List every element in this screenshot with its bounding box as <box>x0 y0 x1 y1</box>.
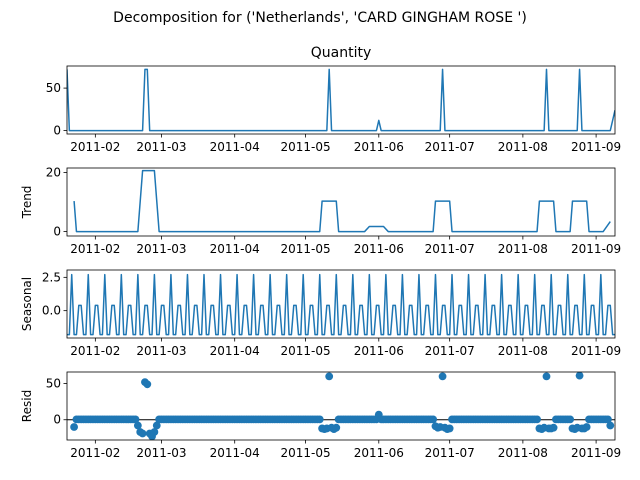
series-line-seasonal <box>67 273 615 336</box>
panel-observed: Quantity 0 50 2011-02 2011-03 2011-04 2011-05 2… <box>46 45 621 154</box>
x-tick-label: 2011-08 <box>498 140 548 154</box>
axes-frame <box>66 65 616 135</box>
resid-point <box>575 372 584 380</box>
x-tick-label: 2011-04 <box>210 140 260 154</box>
resid-point <box>438 372 447 381</box>
x-tick-label: 2011-08 <box>498 446 548 460</box>
data-layer <box>67 372 615 440</box>
y-tick-label: 2.5 <box>42 270 61 284</box>
x-tick-label: 2011-07 <box>425 140 475 154</box>
axes-frame <box>66 269 616 339</box>
x-tick-label: 2011-05 <box>280 140 330 154</box>
x-tick-label: 2011-08 <box>498 242 548 256</box>
y-axis-label: Resid <box>20 390 34 422</box>
x-tick-label: 2011-04 <box>210 446 260 460</box>
figure-suptitle: Decomposition for ('Netherlands', 'CARD … <box>113 10 527 26</box>
axes-frame <box>66 167 616 237</box>
x-tick-label: 2011-07 <box>425 344 475 358</box>
data-layer <box>73 169 611 233</box>
resid-point <box>315 415 324 424</box>
series-line-observed <box>67 68 615 132</box>
panels: Quantity 0 50 2011-02 2011-03 2011-04 2011-05 2… <box>20 45 621 460</box>
x-tick-label: 2011-05 <box>280 344 330 358</box>
x-tick-label: 2011-03 <box>136 344 186 358</box>
x-tick-label: 2011-07 <box>425 242 475 256</box>
y-tick-label: 0 <box>53 225 61 239</box>
y-axis-label: Seasonal <box>20 277 34 331</box>
resid-point <box>143 380 152 389</box>
x-tick-label: 2011-03 <box>136 242 186 256</box>
resid-point <box>429 415 438 424</box>
resid-point <box>325 372 334 381</box>
y-tick-label: 50 <box>46 377 61 391</box>
x-tick-label: 2011-06 <box>354 242 404 256</box>
resid-point <box>133 421 142 430</box>
resid-point <box>152 421 161 430</box>
x-tick-label: 2011-02 <box>70 344 120 358</box>
panel-resid: Resid 0 50 2011-02 2011-03 2011-04 2011-05 2011… <box>20 371 621 460</box>
data-layer <box>67 273 615 336</box>
resid-point <box>582 423 591 431</box>
x-tick-label: 2011-03 <box>136 140 186 154</box>
x-tick-label: 2011-02 <box>70 140 120 154</box>
resid-point <box>445 424 454 433</box>
resid-point <box>533 415 541 424</box>
y-tick-label: 20 <box>46 165 61 179</box>
x-tick-label: 2011-06 <box>354 140 404 154</box>
resid-point <box>566 415 575 424</box>
resid-point <box>549 423 558 432</box>
resid-point <box>138 429 147 438</box>
resid-point <box>70 423 78 431</box>
y-tick-label: 0 <box>53 124 61 138</box>
x-tick-label: 2011-05 <box>280 446 330 460</box>
data-layer <box>67 68 615 132</box>
resid-point <box>604 415 612 424</box>
x-tick-label: 2011-03 <box>136 446 186 460</box>
y-tick-label: 50 <box>46 81 61 95</box>
y-tick-label: 0.0 <box>42 304 61 318</box>
x-tick-label: 2011-04 <box>210 242 260 256</box>
panel-title: Quantity <box>311 45 372 61</box>
x-tick-label: 2011-02 <box>70 242 120 256</box>
resid-point <box>332 423 341 432</box>
x-tick-label: 2011-06 <box>354 344 404 358</box>
x-tick-label: 2011-07 <box>425 446 475 460</box>
y-tick-label: 0 <box>53 413 61 427</box>
x-tick-label: 2011-09 <box>571 344 621 358</box>
series-line-trend <box>73 169 611 233</box>
x-tick-label: 2011-05 <box>280 242 330 256</box>
axes-frame <box>66 371 616 441</box>
panel-seasonal: Seasonal 0.0 2.5 2011-02 2011-03 2011-04 2011-… <box>20 269 621 358</box>
x-tick-label: 2011-08 <box>498 344 548 358</box>
resid-point <box>542 372 551 381</box>
x-tick-label: 2011-09 <box>571 242 621 256</box>
x-tick-label: 2011-09 <box>571 446 621 460</box>
y-axis-label: Trend <box>20 186 34 220</box>
x-tick-label: 2011-04 <box>210 344 260 358</box>
x-tick-label: 2011-09 <box>571 140 621 154</box>
resid-point <box>131 415 140 424</box>
x-tick-label: 2011-02 <box>70 446 120 460</box>
resid-point <box>150 428 159 436</box>
x-tick-label: 2011-06 <box>354 446 404 460</box>
resid-point <box>606 421 615 430</box>
panel-trend: Trend 0 20 2011-02 2011-03 2011-04 2011-05 2011… <box>20 165 621 256</box>
